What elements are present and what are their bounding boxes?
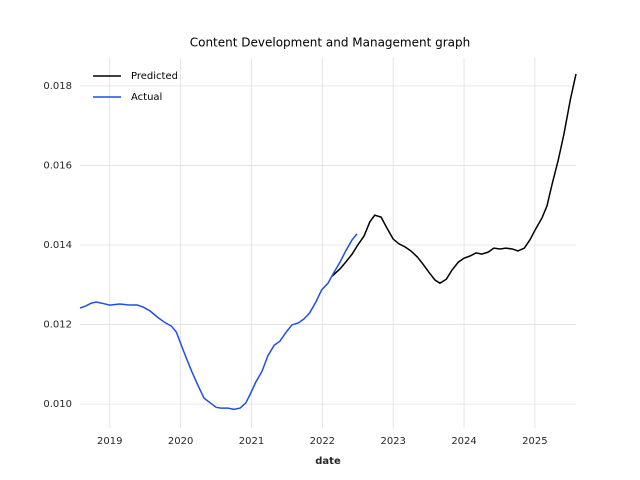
y-tick-label: 0.012 (43, 320, 72, 331)
x-tick-label: 2024 (451, 436, 476, 447)
x-tick-label: 2019 (97, 436, 122, 447)
y-tick-label: 0.010 (43, 399, 72, 410)
x-tick-label: 2023 (380, 436, 405, 447)
y-tick-label: 0.014 (43, 240, 72, 251)
x-axis-label: date (315, 456, 341, 467)
x-tick-label: 2020 (168, 436, 193, 447)
legend-label: Predicted (131, 71, 178, 82)
x-tick-label: 2022 (310, 436, 335, 447)
x-tick-label: 2025 (522, 436, 547, 447)
chart-title: Content Development and Management graph (190, 36, 471, 50)
y-tick-label: 0.016 (43, 160, 72, 171)
y-tick-label: 0.018 (43, 81, 72, 92)
line-series (331, 73, 577, 285)
line-series (79, 233, 358, 411)
legend-label: Actual (131, 92, 162, 103)
x-tick-label: 2021 (239, 436, 264, 447)
